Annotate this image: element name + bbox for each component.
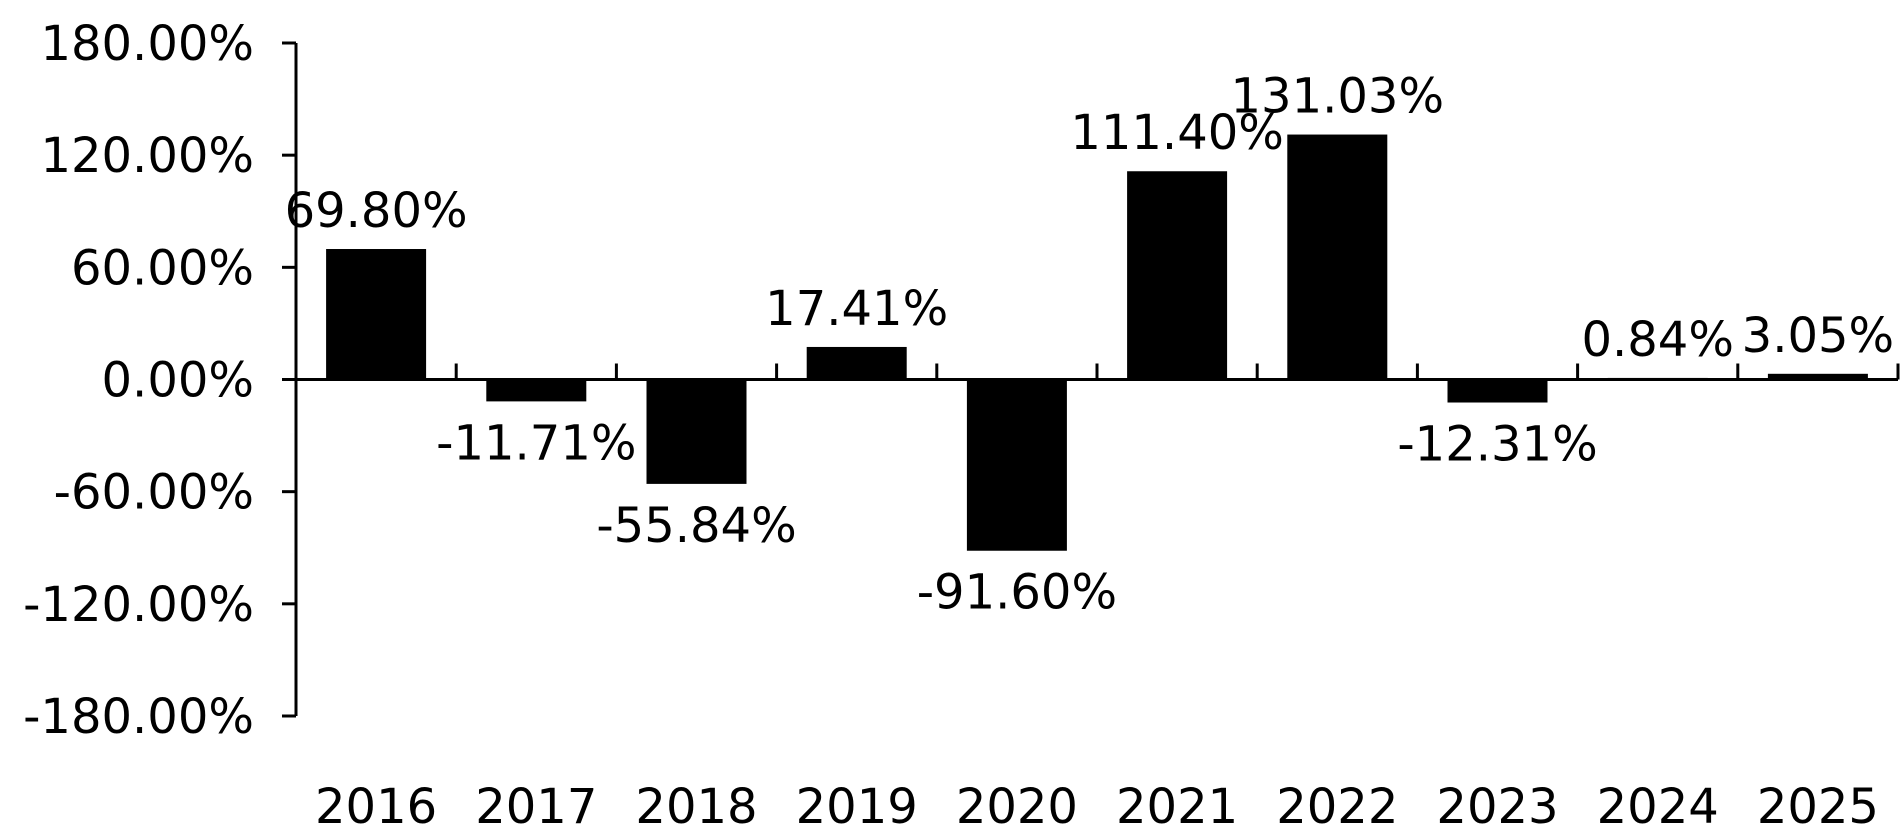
x-tick-label: 2020 [956, 779, 1078, 833]
bars [326, 134, 1868, 551]
y-tick-label: 60.00% [71, 240, 254, 296]
x-tick-label: 2017 [475, 779, 597, 833]
y-tick-label: 180.00% [40, 16, 254, 72]
x-tick-label: 2025 [1757, 779, 1879, 833]
bar-2019 [806, 346, 907, 380]
data-label: -91.60% [917, 565, 1117, 621]
bar-2017 [486, 379, 587, 402]
data-label: 69.80% [285, 183, 468, 239]
x-tick-label: 2023 [1436, 779, 1558, 833]
y-axis: 180.00% 120.00% 60.00% 0.00% -60.00% -120.00%… [23, 16, 298, 745]
y-tick-label: -120.00% [23, 577, 254, 633]
x-tick-label: 2024 [1597, 779, 1719, 833]
y-tick-label: 120.00% [40, 128, 254, 184]
data-label: 0.84% [1581, 312, 1733, 368]
x-axis-labels: 2016 2017 2018 2019 2020 2021 2022 2023 2024 2025 [315, 779, 1879, 835]
y-tick-label: -180.00% [23, 689, 254, 745]
y-tick-label: -60.00% [54, 465, 254, 521]
data-label: 111.40% [1070, 105, 1284, 161]
bar-2023 [1447, 379, 1548, 403]
x-tick-label: 2021 [1116, 779, 1238, 833]
bar-2025 [1767, 373, 1868, 380]
data-labels: 69.80% -11.71% -55.84% 17.41% -91.60% 111.40%… [285, 69, 1895, 621]
x-tick-label: 2018 [635, 779, 757, 833]
bar-2018 [646, 379, 747, 484]
data-label: -55.84% [596, 498, 796, 554]
y-tick-label: 0.00% [102, 353, 254, 409]
bar-2016 [326, 249, 427, 380]
x-tick-label: 2019 [796, 779, 918, 833]
bar-2020 [966, 379, 1067, 551]
data-label: -12.31% [1397, 417, 1597, 473]
bar-2021 [1127, 171, 1228, 380]
data-label: 3.05% [1742, 308, 1894, 364]
x-tick-label: 2022 [1276, 779, 1398, 833]
bar-2022 [1287, 134, 1388, 380]
data-label: -11.71% [436, 415, 636, 471]
data-label: 17.41% [765, 281, 948, 337]
x-tick-label: 2016 [315, 779, 437, 833]
x-axis-ticks [454, 363, 1900, 380]
data-label: 131.03% [1231, 69, 1445, 125]
